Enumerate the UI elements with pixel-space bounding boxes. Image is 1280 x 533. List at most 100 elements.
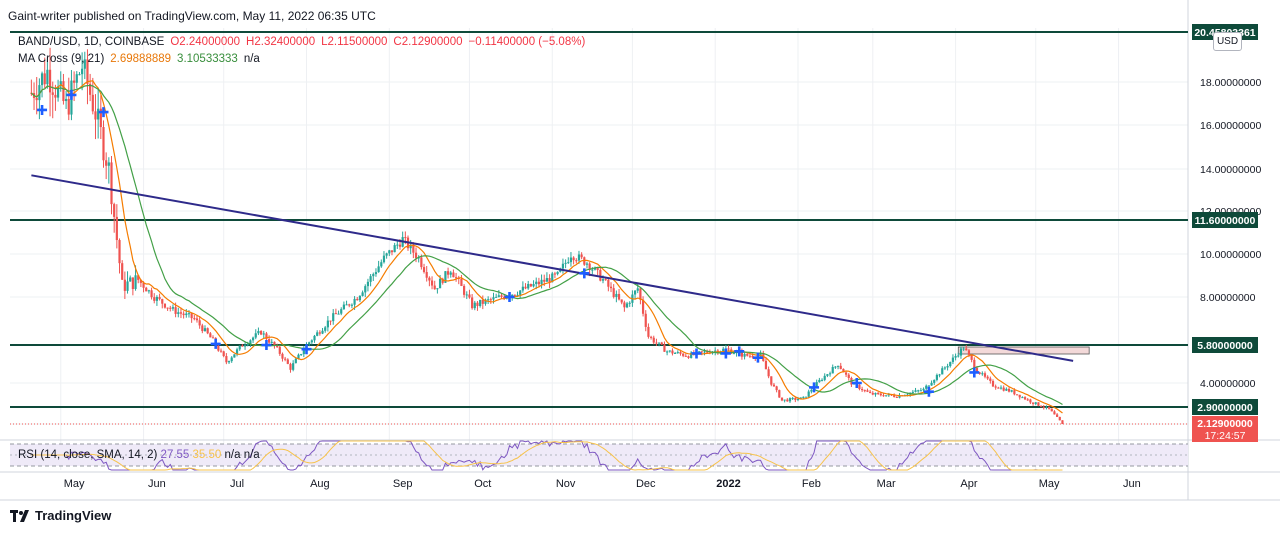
- candle-body: [390, 250, 394, 253]
- trendline: [31, 174, 1074, 362]
- candle-body: [356, 298, 359, 301]
- candle-body: [257, 331, 260, 334]
- candle-body: [973, 359, 976, 368]
- candle-body: [828, 373, 832, 375]
- candle-body: [983, 373, 987, 377]
- candle-body: [986, 376, 989, 379]
- candle-body: [1029, 399, 1032, 403]
- candle-body: [722, 348, 725, 352]
- candle-body: [254, 333, 257, 338]
- rsi-ma-value: 35.50: [192, 449, 222, 461]
- candle-body: [593, 267, 597, 270]
- ma-label[interactable]: MA Cross (9, 21): [18, 53, 105, 65]
- candle-body: [804, 396, 808, 398]
- candle-body: [233, 354, 236, 358]
- candle-body: [887, 394, 890, 396]
- candle-body: [815, 382, 818, 388]
- candle-body: [414, 252, 418, 259]
- candle-body: [818, 379, 821, 383]
- candle-body: [284, 358, 287, 360]
- candle-body: [177, 312, 180, 314]
- candle-body: [925, 385, 928, 389]
- candle-body: [633, 290, 637, 295]
- candle-body: [842, 368, 845, 373]
- candle-body: [67, 98, 70, 115]
- time-axis: May Jun Jul Aug Sep Oct Nov Dec 2022 Feb Mar Apr May…: [64, 478, 1141, 490]
- candle-body: [334, 313, 337, 315]
- candle-body: [970, 354, 973, 360]
- candle-body: [40, 73, 44, 86]
- candle-body: [249, 340, 252, 345]
- candle-body: [959, 348, 963, 356]
- candle-body: [831, 367, 834, 374]
- ma-cross-marker: [720, 348, 731, 359]
- candle-body: [102, 127, 105, 161]
- candle-body: [265, 333, 268, 340]
- candle-body: [604, 279, 607, 281]
- rsi-pane: [10, 440, 1188, 471]
- candle-body: [706, 351, 709, 353]
- candle-body: [786, 399, 789, 402]
- candle-body: [674, 352, 677, 354]
- candle-body: [1053, 411, 1056, 415]
- ma-cross-marker: [504, 292, 515, 302]
- candle-body: [820, 379, 824, 381]
- chart-grid: [0, 0, 1280, 501]
- ma-cross-marker: [37, 104, 48, 115]
- candle-body: [246, 344, 249, 346]
- candle-body: [780, 397, 784, 401]
- candle-body: [527, 283, 530, 289]
- tradingview-footer[interactable]: TradingView: [10, 508, 111, 523]
- ma-cross-markers: [37, 89, 980, 397]
- candle-body: [802, 396, 805, 398]
- candle-body: [332, 313, 335, 322]
- candle-body: [171, 307, 175, 309]
- horizontal-levels: [10, 30, 1188, 425]
- candle-body: [922, 388, 925, 391]
- candle-body: [43, 73, 46, 85]
- rsi-label[interactable]: RSI (14, close, SMA, 14, 2): [18, 449, 158, 461]
- candle-body: [844, 372, 848, 375]
- candle-body: [316, 332, 319, 336]
- candle-body: [772, 384, 776, 387]
- candle-body: [564, 262, 567, 264]
- candle-body: [438, 278, 442, 289]
- candle-body: [938, 374, 941, 376]
- candle-body: [898, 395, 901, 398]
- symbol-label[interactable]: BAND/USD, 1D, COINBASE: [18, 36, 165, 48]
- candle-body: [134, 275, 137, 289]
- candle-body: [198, 320, 201, 326]
- candle-body: [858, 384, 861, 390]
- candle-body: [1031, 402, 1035, 404]
- publish-header: Gaint-writer published on TradingView.co…: [8, 9, 376, 23]
- candle-body: [599, 269, 602, 281]
- candle-body: [580, 254, 583, 258]
- candle-body: [810, 390, 813, 392]
- candle-body: [548, 278, 551, 283]
- candle-body: [823, 375, 826, 380]
- price-axis: 20.4580336118.0000000016.0000000014.0000…: [1192, 23, 1261, 442]
- candle-body: [647, 326, 650, 337]
- candle-body: [532, 284, 535, 287]
- candle-body: [954, 356, 957, 358]
- candle-body: [495, 296, 498, 298]
- candle-body: [933, 379, 936, 383]
- candle-body: [476, 302, 479, 306]
- candle-body: [540, 279, 543, 285]
- candle-body: [946, 366, 949, 368]
- candle-body: [869, 391, 872, 393]
- candle-body: [62, 81, 65, 102]
- candle-body: [353, 298, 356, 305]
- candle-body: [422, 267, 426, 273]
- rsi-value: 27.55: [160, 449, 190, 461]
- candle-body: [94, 111, 97, 120]
- candle-body: [658, 342, 661, 344]
- candle-body: [679, 352, 682, 354]
- candle-body: [337, 313, 340, 315]
- candle-body: [778, 390, 781, 398]
- currency-button[interactable]: USD: [1213, 32, 1242, 51]
- candle-body: [396, 244, 399, 246]
- rsi-band: [10, 444, 1188, 466]
- candle-body: [1021, 397, 1024, 399]
